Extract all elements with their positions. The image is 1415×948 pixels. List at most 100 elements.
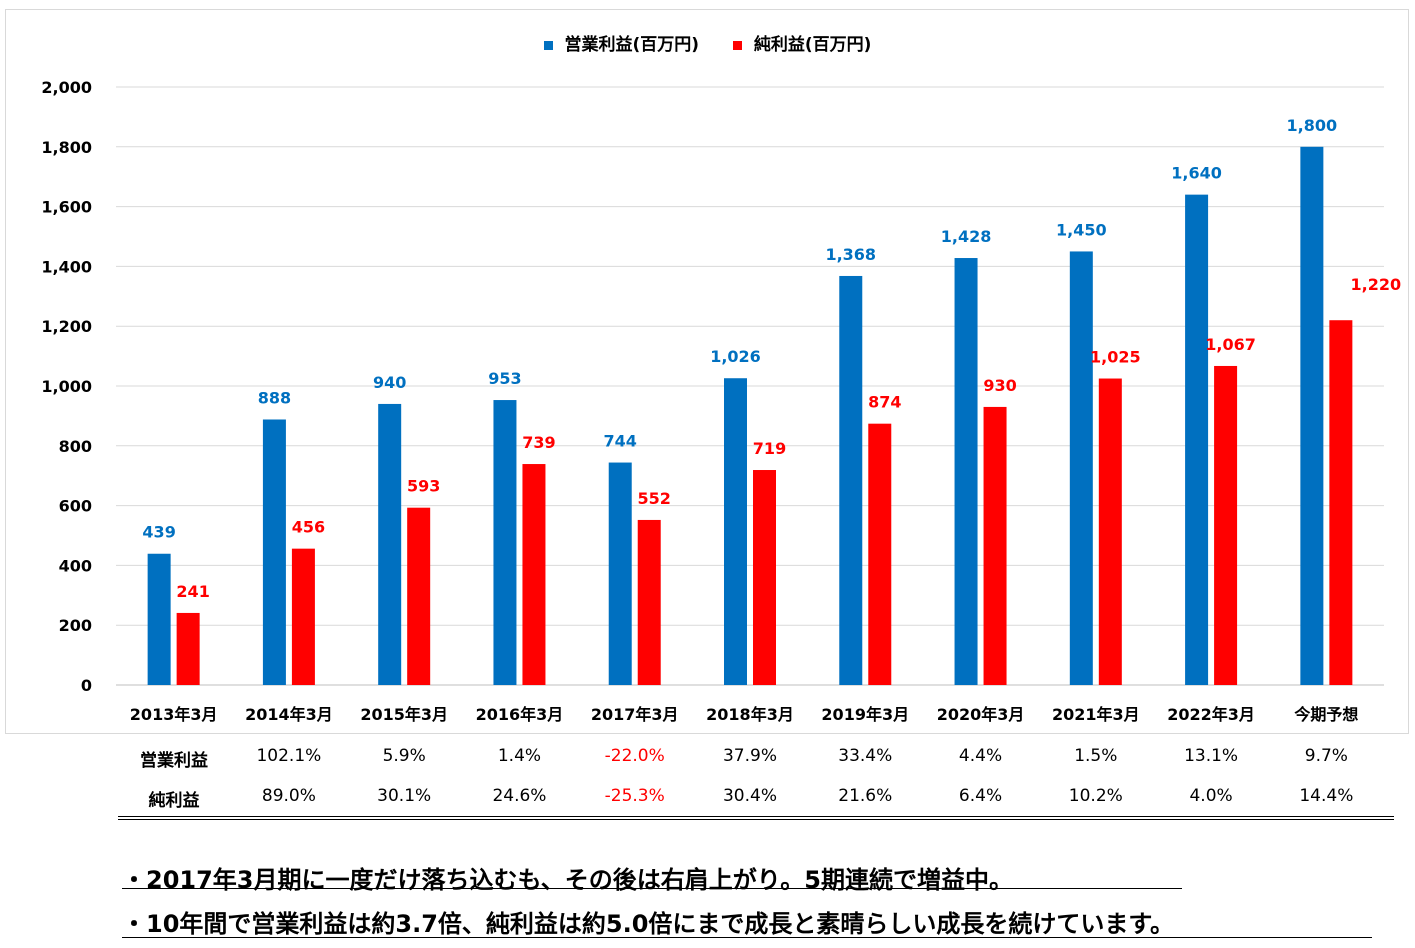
x-tick-label: 2020年3月	[937, 705, 1025, 724]
bar-net-profit	[637, 519, 661, 685]
bar-operating-profit	[1069, 251, 1093, 685]
growth-cell: 24.6%	[492, 786, 547, 806]
growth-cell: 10.2%	[1068, 786, 1123, 806]
y-tick-label: 800	[59, 437, 92, 456]
legend-label-operating-profit: 営業利益(百万円)	[564, 35, 700, 55]
x-tick-label: 2017年3月	[591, 705, 679, 724]
y-tick-label: 2,000	[41, 78, 92, 97]
growth-row-label-operating-profit: 営業利益	[140, 751, 208, 771]
y-tick-label: 1,600	[41, 198, 92, 217]
bar-operating-profit	[378, 403, 402, 685]
data-label-operating-profit: 1,640	[1171, 164, 1222, 183]
growth-row-label-net-profit: 純利益	[148, 791, 200, 811]
growth-cell: 102.1%	[256, 746, 322, 766]
y-tick-label: 1,800	[41, 138, 92, 157]
x-tick-label: 2022年3月	[1167, 705, 1255, 724]
bar-chart: 0 200 400 600 800 1,000 1,200 1,400 1,600 1,800 2,…	[41, 78, 1402, 724]
x-tick-label: 2015年3月	[360, 705, 448, 724]
data-label-net-profit: 1,067	[1205, 335, 1256, 354]
growth-cell: 13.1%	[1184, 746, 1239, 766]
growth-cell: 6.4%	[958, 786, 1003, 806]
x-tick-label: 2014年3月	[245, 705, 333, 724]
x-tick-label: 2016年3月	[476, 705, 564, 724]
growth-cell: 4.4%	[958, 746, 1003, 766]
bar-net-profit	[176, 612, 200, 685]
data-label-operating-profit: 940	[373, 373, 406, 392]
growth-cell: -25.3%	[604, 786, 665, 806]
data-label-operating-profit: 744	[604, 432, 637, 451]
data-label-operating-profit: 439	[142, 523, 175, 542]
bar-operating-profit	[1185, 194, 1209, 685]
growth-cell: 89.0%	[261, 786, 316, 806]
growth-cell: 30.4%	[722, 786, 777, 806]
note-2: ・10年間で営業利益は約3.7倍、純利益は約5.0倍にまで成長と素晴らしい成長を…	[122, 910, 1175, 938]
growth-cell: 21.6%	[838, 786, 893, 806]
growth-cell: 30.1%	[377, 786, 432, 806]
data-label-operating-profit: 1,800	[1287, 116, 1338, 135]
legend-label-net-profit: 純利益(百万円)	[753, 35, 872, 55]
data-label-net-profit: 1,220	[1351, 275, 1402, 294]
legend-swatch-net-profit	[732, 40, 742, 50]
x-tick-label: 2013年3月	[130, 705, 218, 724]
y-tick-label: 1,200	[41, 317, 92, 336]
growth-cell: 5.9%	[382, 746, 426, 766]
x-tick-label: 2019年3月	[821, 705, 909, 724]
bar-operating-profit	[724, 378, 747, 685]
data-label-operating-profit: 888	[258, 388, 291, 407]
data-label-net-profit: 930	[983, 376, 1016, 395]
growth-cell: 4.0%	[1189, 786, 1233, 806]
bar-operating-profit	[839, 275, 863, 685]
bar-operating-profit	[493, 400, 517, 685]
y-tick-label: 200	[59, 616, 92, 635]
growth-row-operating-profit: 営業利益 102.1% 5.9% 1.4% -22.0% 37.9% 33.4% 4.4% 1…	[118, 746, 1394, 772]
chart-frame	[5, 9, 1409, 734]
growth-cell: 9.7%	[1304, 746, 1348, 766]
bar-net-profit	[753, 470, 776, 685]
note-1-underline	[122, 888, 1182, 889]
y-tick-label: 1,400	[41, 257, 92, 276]
growth-cell: 33.4%	[838, 746, 893, 766]
bar-net-profit	[868, 423, 892, 685]
data-label-net-profit: 739	[522, 433, 555, 452]
growth-cell: 1.4%	[497, 746, 542, 766]
growth-cell: 37.9%	[722, 746, 777, 766]
note-2-underline	[122, 937, 1372, 938]
note-1: ・2017年3月期に一度だけ落ち込むも、その後は右肩上がり。5期連続で増益中。	[122, 866, 1013, 894]
bar-net-profit	[407, 507, 431, 685]
data-label-net-profit: 719	[753, 439, 786, 458]
x-tick-label: 2018年3月	[706, 705, 794, 724]
y-tick-label: 600	[59, 497, 92, 516]
bar-operating-profit	[954, 258, 978, 685]
growth-cell: -22.0%	[604, 746, 665, 766]
growth-row-net-profit: 純利益 89.0% 30.1% 24.6% -25.3% 30.4% 21.6% 6.4% 1…	[118, 786, 1394, 812]
table-rule-top	[118, 816, 1394, 817]
data-label-operating-profit: 1,368	[825, 245, 876, 264]
data-label-net-profit: 552	[638, 489, 671, 508]
data-label-operating-profit: 1,428	[941, 227, 992, 246]
legend-item-net-profit: 純利益(百万円)	[732, 30, 872, 55]
bar-operating-profit	[147, 553, 171, 685]
y-tick-label: 1,000	[41, 377, 92, 396]
data-label-net-profit: 241	[176, 582, 209, 601]
bar-operating-profit	[262, 419, 286, 685]
bar-net-profit	[983, 406, 1007, 685]
bar-net-profit	[1098, 378, 1122, 685]
data-label-net-profit: 874	[868, 393, 901, 412]
data-label-operating-profit: 1,450	[1056, 220, 1107, 239]
data-label-net-profit: 456	[292, 518, 325, 537]
data-label-net-profit: 1,025	[1090, 348, 1141, 367]
y-tick-label: 400	[59, 556, 92, 575]
bar-operating-profit	[1300, 146, 1324, 686]
growth-cell: 1.5%	[1074, 746, 1118, 766]
growth-cell: 14.4%	[1299, 786, 1354, 806]
y-tick-label: 0	[81, 676, 92, 695]
table-rule-bottom	[118, 819, 1394, 820]
legend-item-operating-profit: 営業利益(百万円)	[543, 30, 700, 55]
legend-swatch-operating-profit	[543, 40, 553, 50]
data-label-operating-profit: 953	[488, 369, 521, 388]
x-tick-label: 2021年3月	[1052, 705, 1140, 724]
bar-net-profit	[1329, 320, 1353, 685]
bar-net-profit	[291, 548, 315, 685]
legend: 営業利益(百万円) 純利益(百万円)	[0, 30, 1415, 55]
bar-net-profit	[522, 464, 546, 685]
